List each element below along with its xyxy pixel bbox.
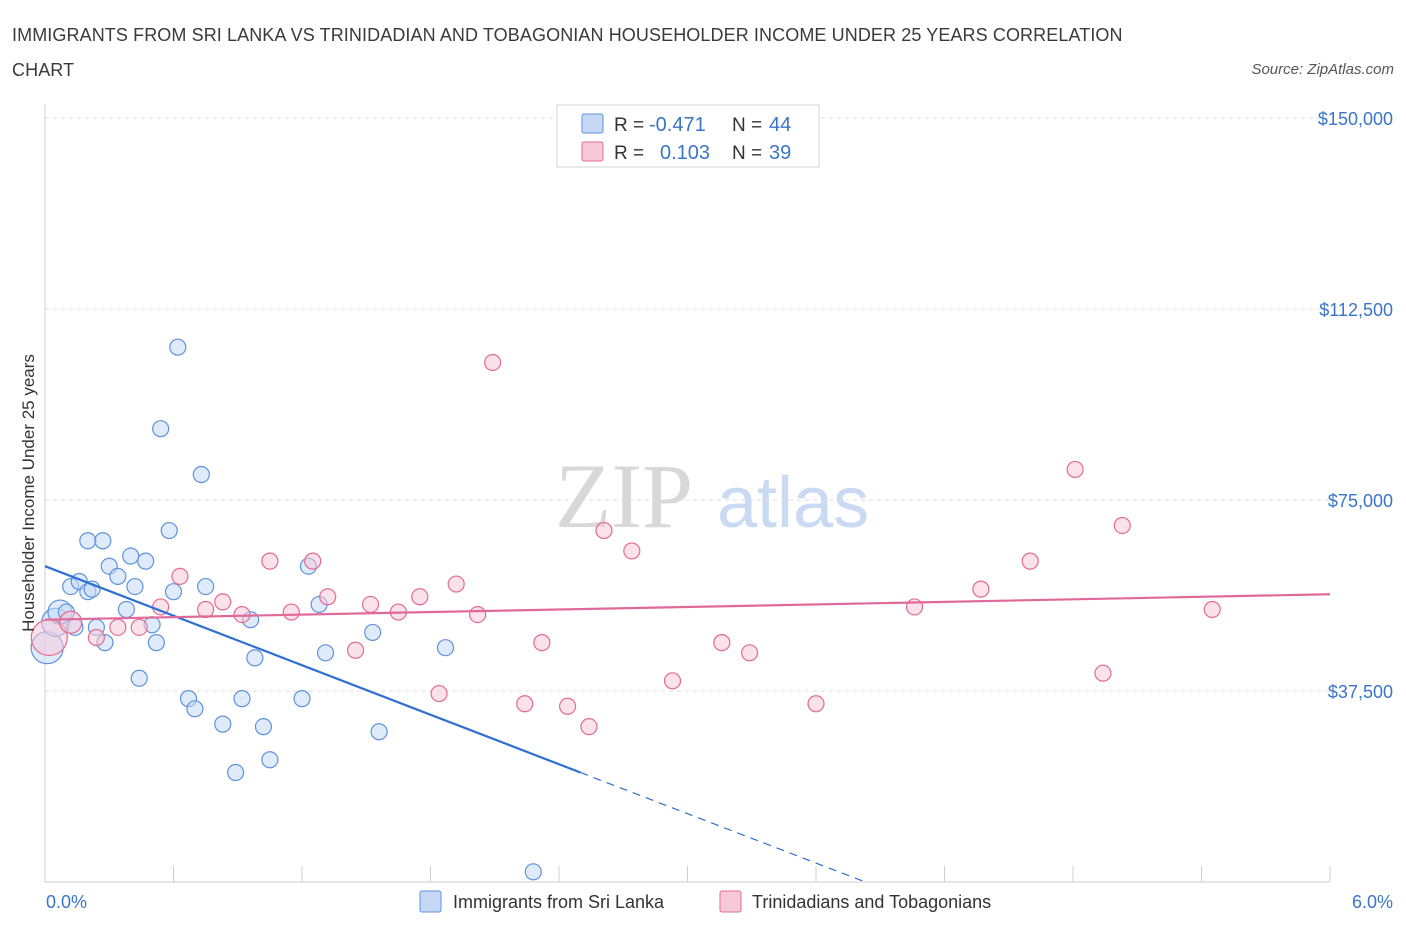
- sri-lanka-point: [147, 634, 165, 652]
- trinidad-point: [130, 618, 148, 636]
- trinidad-point: [1021, 552, 1039, 570]
- y-tick-label: $37,500: [1328, 682, 1393, 702]
- trinidad-point: [411, 588, 429, 606]
- trinidad-point: [447, 575, 465, 593]
- series-label-sri-lanka: Immigrants from Sri Lanka: [453, 892, 665, 912]
- trinidad-point: [623, 542, 641, 560]
- series-legend: Immigrants from Sri Lanka Trinidadians a…: [419, 890, 991, 913]
- sri-lanka-point: [197, 577, 215, 596]
- y-axis-label: Householder Income Under 25 years: [19, 354, 38, 632]
- sri-lanka-point: [130, 669, 148, 687]
- trinidad-point: [304, 552, 322, 570]
- trinidad-point: [361, 595, 380, 614]
- trinidad-point: [87, 628, 106, 647]
- series-label-trinidad: Trinidadians and Tobagonians: [752, 892, 991, 912]
- sri-lanka-point: [293, 690, 311, 708]
- trinidad-point: [171, 567, 189, 586]
- chart-title: IMMIGRANTS FROM SRI LANKA VS TRINIDADIAN…: [12, 25, 1123, 80]
- trinidad-point: [580, 718, 598, 736]
- sri-lanka-point: [126, 577, 144, 596]
- watermark-zip: ZIP: [555, 445, 693, 547]
- series-swatch-sri-lanka: [419, 890, 442, 913]
- trinidad-point: [516, 695, 534, 713]
- trinidad-point: [109, 618, 127, 636]
- axes: [44, 104, 1331, 883]
- sri-lanka-point: [524, 863, 542, 881]
- trinidad-point: [430, 684, 448, 703]
- y-tick-label: $112,500: [1319, 300, 1393, 320]
- legend-swatch-pink: [581, 141, 604, 162]
- legend-n-label-2: N =: [732, 143, 762, 164]
- sri-lanka-trendline: [44, 565, 581, 774]
- chart-source: Source: ZipAtlas.com: [1251, 61, 1394, 78]
- sri-lanka-point: [364, 623, 382, 642]
- legend-r-label-2: R =: [614, 143, 644, 164]
- series-swatch-trinidad: [719, 890, 742, 913]
- trinidad-point: [807, 695, 825, 713]
- sri-lanka-point: [79, 532, 97, 550]
- trinidad-point: [1203, 600, 1221, 619]
- sri-lanka-point: [169, 338, 187, 356]
- sri-lanka-point: [160, 521, 178, 540]
- legend-n-value-2: 39: [769, 142, 791, 164]
- watermark-atlas: atlas: [717, 463, 869, 543]
- sri-lanka-point: [192, 465, 210, 484]
- sri-lanka-point: [246, 649, 264, 667]
- sri-lanka-point: [152, 420, 170, 438]
- trinidad-point: [484, 353, 502, 372]
- sri-lanka-trendline-extension: [580, 771, 866, 883]
- legend-box: R = -0.471 N = 44 R = 0.103 N = 39: [556, 104, 820, 168]
- sri-lanka-point: [254, 718, 273, 736]
- sri-lanka-point: [370, 723, 388, 741]
- trinidad-point: [197, 600, 215, 619]
- trinidad-trendline: [44, 593, 1331, 621]
- x-tick-label-max: 6.0%: [1352, 892, 1393, 912]
- sri-lanka-point: [109, 567, 127, 586]
- trendlines: [44, 565, 1331, 883]
- y-tick-label: $75,000: [1328, 491, 1393, 511]
- sri-lanka-point: [94, 532, 112, 550]
- sri-lanka-point: [233, 690, 251, 708]
- legend-r-value-1: -0.471: [649, 114, 706, 136]
- trinidad-point: [1113, 516, 1131, 535]
- trinidad-point: [59, 610, 83, 634]
- trinidad-point: [533, 634, 551, 652]
- trinidad-point: [713, 634, 731, 652]
- trinidad-point: [319, 588, 337, 606]
- sri-lanka-point: [227, 763, 245, 782]
- legend-r-label-1: R =: [614, 115, 644, 136]
- tick-labels: $150,000 $112,500 $75,000 $37,500 0.0% 6.0%: [46, 109, 1393, 912]
- legend-n-label-1: N =: [732, 115, 762, 136]
- sri-lanka-point: [261, 751, 279, 769]
- legend-r-value-2: 0.103: [660, 142, 710, 164]
- trinidad-point: [346, 641, 365, 659]
- trinidad-point: [214, 593, 232, 611]
- sri-lanka-point: [137, 552, 155, 570]
- sri-lanka-point: [214, 715, 232, 733]
- legend-n-value-1: 44: [769, 114, 791, 136]
- sri-lanka-point: [316, 644, 335, 662]
- trinidad-point: [1094, 664, 1112, 682]
- sri-lanka-point: [117, 600, 135, 619]
- trinidad-point: [558, 697, 577, 715]
- trinidad-point: [1066, 460, 1084, 479]
- sri-lanka-point: [164, 583, 183, 601]
- x-tick-label-min: 0.0%: [46, 892, 87, 912]
- trinidad-point: [469, 605, 487, 624]
- y-tick-label: $150,000: [1318, 109, 1393, 129]
- sri-lanka-point: [186, 700, 204, 718]
- trinidad-point: [595, 521, 613, 540]
- trinidad-point: [741, 644, 759, 662]
- gridlines: [45, 117, 1330, 692]
- legend-swatch-blue: [581, 113, 604, 134]
- zipatlas-watermark: ZIP atlas: [555, 445, 869, 547]
- trinidad-point: [972, 580, 990, 598]
- trinidad-point: [261, 552, 279, 570]
- data-points: [30, 338, 1221, 881]
- trinidad-point: [282, 603, 300, 621]
- sri-lanka-point: [436, 639, 455, 657]
- trinidad-point: [663, 672, 682, 690]
- sri-lanka-point: [122, 547, 140, 565]
